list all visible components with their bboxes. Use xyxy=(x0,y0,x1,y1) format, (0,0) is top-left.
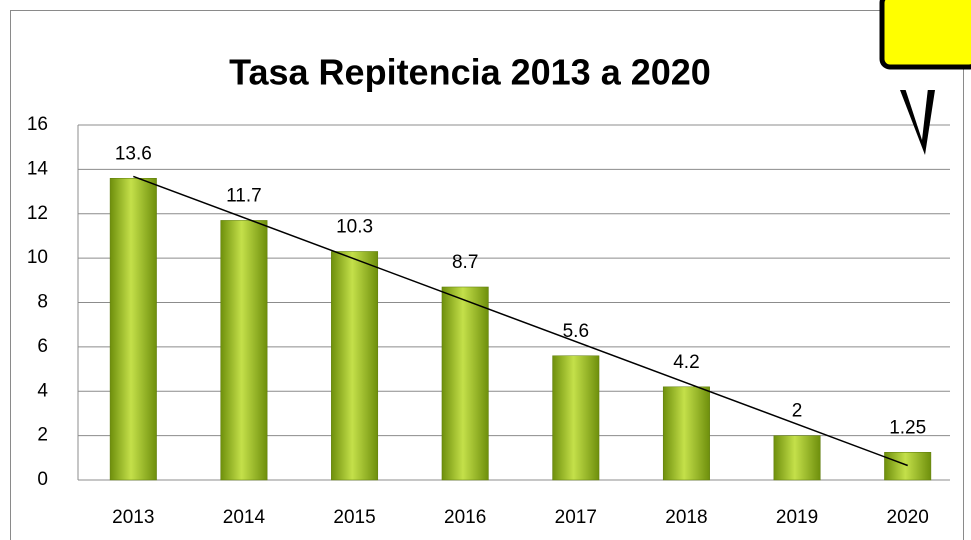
callout xyxy=(879,0,971,155)
y-tick-label: 0 xyxy=(37,469,48,490)
y-tick-label: 14 xyxy=(27,158,49,179)
bar xyxy=(441,286,489,481)
data-label: 13.6 xyxy=(115,143,152,164)
data-label: 10.3 xyxy=(336,216,373,237)
bar xyxy=(109,178,157,481)
bar xyxy=(331,251,379,481)
y-tick-label: 16 xyxy=(27,114,48,135)
data-label: 11.7 xyxy=(226,185,262,206)
x-tick-label: 2018 xyxy=(665,507,707,528)
data-label: 4.2 xyxy=(673,352,699,373)
data-label: 5.6 xyxy=(563,321,589,342)
x-tick-label: 2015 xyxy=(333,507,375,528)
y-tick-label: 12 xyxy=(27,203,48,224)
data-label: 1.25 xyxy=(889,417,926,438)
plot-area: 0 2 4 6 8 10 12 14 16 2013 13.6 2014 11.7 2015 10.3 201… xyxy=(27,114,950,528)
x-tick-label: 2017 xyxy=(555,507,597,528)
x-tick-label: 2019 xyxy=(776,507,818,528)
bar xyxy=(884,452,932,481)
y-tick-label: 8 xyxy=(37,292,48,313)
x-tick-label: 2016 xyxy=(444,507,486,528)
y-tick-label: 10 xyxy=(27,247,48,268)
trendline xyxy=(133,175,908,467)
x-tick-label: 2013 xyxy=(112,507,154,528)
data-label: 2 xyxy=(792,401,803,422)
bar xyxy=(773,435,821,481)
y-tick-label: 4 xyxy=(37,380,48,401)
y-tick-label: 2 xyxy=(37,425,48,446)
data-label: 8.7 xyxy=(452,252,478,273)
bar xyxy=(662,386,710,481)
y-tick-label: 6 xyxy=(37,336,48,357)
bar xyxy=(552,355,600,481)
x-tick-label: 2020 xyxy=(887,507,929,528)
x-tick-label: 2014 xyxy=(223,507,266,528)
bar xyxy=(220,220,268,481)
chart-title: Tasa Repitencia 2013 a 2020 xyxy=(229,52,711,93)
